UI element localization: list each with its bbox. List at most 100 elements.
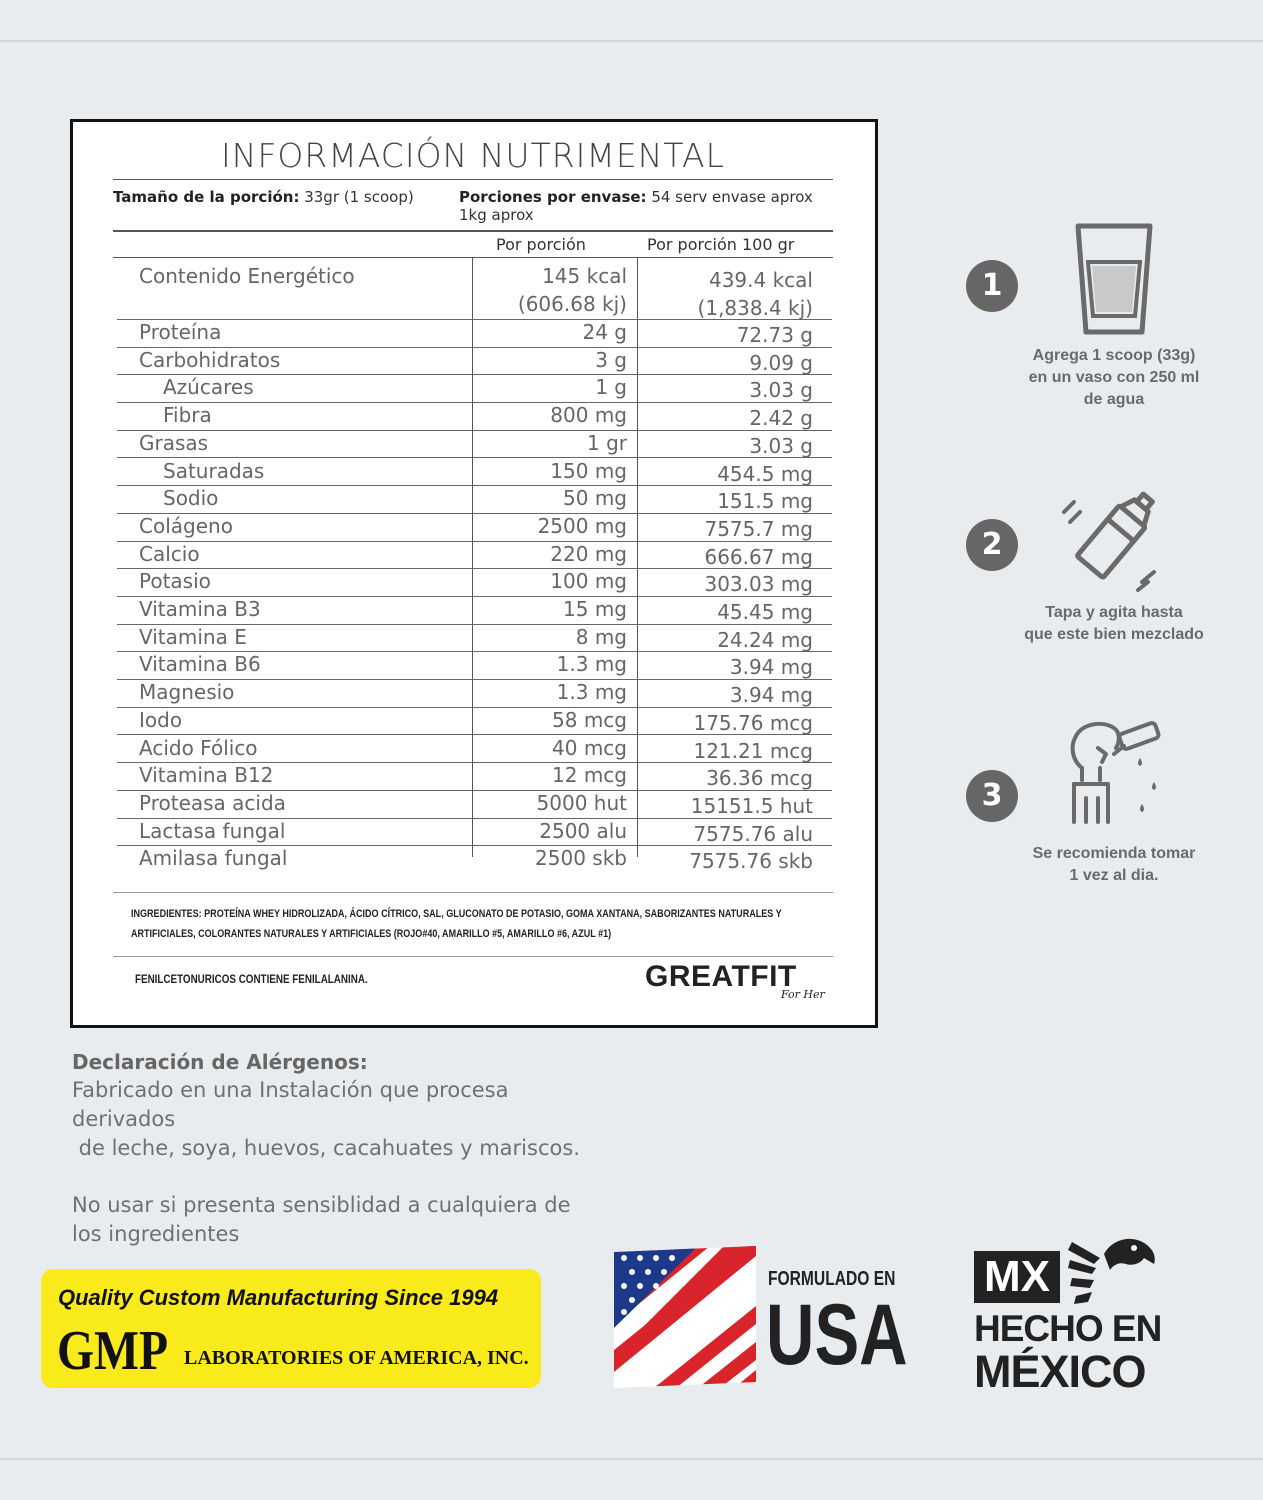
- row-separator: [117, 595, 832, 597]
- row-separator: [117, 485, 832, 487]
- ingredients-line-2: ARTIFICIALES, COLORANTES NATURALES Y ART…: [131, 928, 612, 940]
- table-row: Acido Fólico 40 mcg 121.21 mcg: [73, 736, 875, 764]
- mx-box: MX: [974, 1251, 1060, 1303]
- top-divider: [0, 40, 1263, 42]
- table-row: Magnesio 1.3 mg 3.94 mg: [73, 680, 875, 708]
- nutrient-name: Lactasa fungal: [139, 818, 286, 843]
- servings-value-2: 1kg aprox: [459, 206, 534, 224]
- glass-icon: [1075, 223, 1153, 335]
- row-separator: [117, 817, 832, 819]
- table-row: Carbohidratos 3 g 9.09 g: [73, 348, 875, 376]
- row-separator: [117, 679, 832, 681]
- row-separator: [117, 845, 832, 847]
- nutrient-name: Sodio: [163, 486, 219, 511]
- nutrient-name: Vitamina B6: [139, 652, 261, 677]
- row-separator: [117, 706, 832, 708]
- table-row: Amilasa fungal 2500 skb 7575.76 skb: [73, 846, 875, 874]
- servings-label: Porciones por envase:: [459, 188, 647, 206]
- label-title: INFORMACIÓN NUTRIMENTAL: [221, 136, 725, 175]
- step-3-number: 3: [966, 770, 1018, 822]
- table-row: Fibra 800 mg 2.42 g: [73, 403, 875, 431]
- per-100-energy-kcal: 439.4 kcal: [708, 268, 813, 292]
- step-1-number: 1: [966, 260, 1018, 312]
- usa-flag-icon: [614, 1246, 756, 1388]
- allergen-line-5: los ingredientes: [72, 1222, 240, 1246]
- per-serving-value: 2500 skb: [535, 846, 627, 871]
- servings-value: 54 serv envase aprox: [646, 188, 813, 206]
- table-row: Proteína 24 g 72.73 g: [73, 320, 875, 348]
- per-100g-value: 454.5 mg: [717, 461, 813, 486]
- table-row: Vitamina B3 15 mg 45.45 mg: [73, 597, 875, 625]
- nutrient-name: Colágeno: [139, 513, 233, 538]
- row-separator: [117, 568, 832, 570]
- per-serving-value: 50 mg: [563, 486, 627, 511]
- allergen-line-1: Fabricado en una Instalación que procesa: [72, 1078, 509, 1102]
- per-serving-value: 5000 hut: [536, 790, 627, 815]
- per-100g-value: 45.45 mg: [717, 600, 813, 624]
- table-row: Sodio 50 mg 151.5 mg: [73, 486, 875, 514]
- nutrient-name: Vitamina B12: [139, 763, 274, 788]
- table-row: Lactasa fungal 2500 alu 7575.76 alu: [73, 819, 875, 847]
- allergen-line-4: No usar si presenta sensiblidad a cualqu…: [72, 1193, 571, 1217]
- usa-text: USA: [766, 1287, 908, 1383]
- per-serving-value: 40 mcg: [552, 735, 627, 760]
- per-100-energy-kj: (1,838.4 kj): [697, 296, 813, 320]
- per-100g-value: 3.03 g: [749, 378, 813, 403]
- table-row: Grasas 1 gr 3.03 g: [73, 431, 875, 459]
- per-100g-value: 2.42 g: [749, 406, 813, 431]
- per-serving-value: 1.3 mg: [556, 680, 627, 705]
- nutrient-name: Proteína: [139, 320, 222, 344]
- col-per-100: Por porción 100 gr: [647, 235, 795, 254]
- per-serving-value: 1 g: [595, 375, 627, 400]
- phenylketonuric-warning: FENILCETONURICOS CONTIENE FENILALANINA.: [135, 972, 368, 986]
- nutrient-name: Vitamina E: [139, 624, 247, 649]
- shaker-icon: [1062, 491, 1156, 592]
- row-separator: [117, 623, 832, 625]
- per-serving-value: 15 mg: [563, 597, 627, 621]
- allergen-line-3: de leche, soya, huevos, cacahuates y mar…: [72, 1136, 580, 1160]
- header-rule-2: [113, 257, 833, 258]
- gmp-tagline: Quality Custom Manufacturing Since 1994: [58, 1285, 499, 1310]
- row-separator: [117, 429, 832, 431]
- usa-formulated-label: FORMULADO EN: [768, 1268, 896, 1290]
- per-100g-value: 3.94 mg: [729, 683, 813, 708]
- table-row: Proteasa acida 5000 hut 15151.5 hut: [73, 791, 875, 819]
- row-separator: [117, 540, 832, 542]
- brand-subtitle: For Her: [781, 988, 825, 1001]
- nutrient-name: Saturadas: [163, 458, 265, 483]
- gmp-logo-text: GMP: [57, 1320, 169, 1382]
- table-row: Calcio 220 mg 666.67 mg: [73, 542, 875, 570]
- per-serving-value: 3 g: [595, 347, 627, 372]
- nutrient-name: Acido Fólico: [139, 735, 258, 760]
- brand-logo: GREATFIT: [645, 960, 797, 993]
- row-separator: [117, 402, 832, 404]
- per-serving-value: 1.3 mg: [556, 652, 627, 677]
- servings-per-container: Porciones por envase: 54 serv envase apr…: [459, 188, 813, 224]
- table-row: Vitamina B12 12 mcg 36.36 mcg: [73, 763, 875, 791]
- row-separator: [117, 374, 832, 376]
- column-divider-2: [637, 257, 638, 857]
- row-separator: [117, 734, 832, 736]
- nutrient-name: Amilasa fungal: [139, 846, 288, 871]
- per-serving-value: 150 mg: [550, 458, 627, 483]
- gmp-laboratories: LABORATORIES OF AMERICA, INC.: [184, 1347, 529, 1369]
- table-row: Iodo 58 mcg 175.76 mcg: [73, 708, 875, 736]
- nutrient-name: Potasio: [139, 569, 211, 594]
- row-separator: [117, 789, 832, 791]
- per-serving-value: 2500 mg: [537, 513, 627, 538]
- per-100g-value: 7575.76 alu: [693, 821, 813, 846]
- gmp-badge: Quality Custom Manufacturing Since 1994 …: [41, 1269, 541, 1388]
- per-100g-value: 36.36 mcg: [706, 766, 813, 791]
- nutrient-name: Grasas: [139, 430, 209, 455]
- header-rule-1: [113, 230, 833, 232]
- serving-size-label: Tamaño de la porción:: [113, 188, 300, 206]
- ingredients-line-1: INGREDIENTES: PROTEÍNA WHEY HIDROLIZADA,…: [131, 908, 782, 920]
- row-separator: [117, 457, 832, 459]
- ingredients-rule: [113, 892, 833, 893]
- nutrient-name: Iodo: [139, 707, 183, 732]
- nutrient-name: Azúcares: [163, 375, 254, 400]
- step-2-number: 2: [966, 519, 1018, 571]
- table-row-energy: Contenido Energético 145 kcal (606.68 kj…: [73, 260, 875, 320]
- row-separator: [117, 319, 832, 320]
- title-rule: [113, 179, 833, 180]
